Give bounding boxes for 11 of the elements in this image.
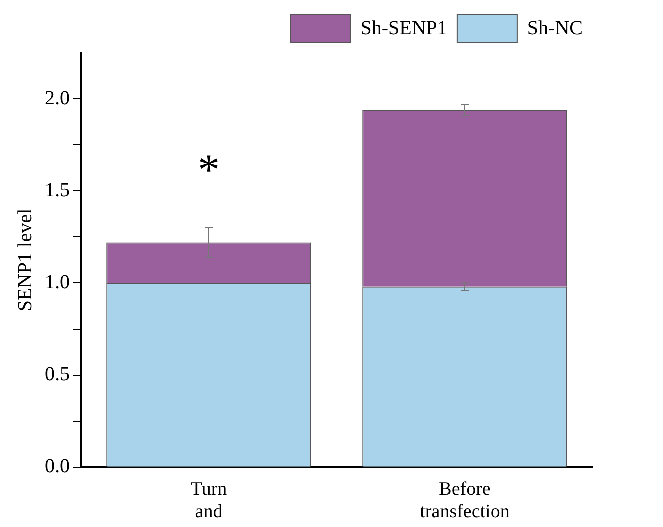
legend-label: Sh-SENP1 [360, 17, 448, 40]
x-tick-label: Turn and [190, 478, 228, 523]
legend-label: Sh-NC [527, 17, 584, 40]
y-tick-label: 2.0 [45, 87, 70, 110]
y-tick-label: 1.5 [45, 179, 70, 202]
y-tick-label: 1.0 [45, 271, 70, 294]
y-tick-label: 0.5 [45, 364, 70, 386]
x-tick-label: Before transfection [420, 478, 510, 523]
y-tick-label: 0.0 [45, 456, 70, 478]
annotation: * [198, 145, 220, 194]
y-axis-title: SENP1 level [14, 208, 36, 312]
